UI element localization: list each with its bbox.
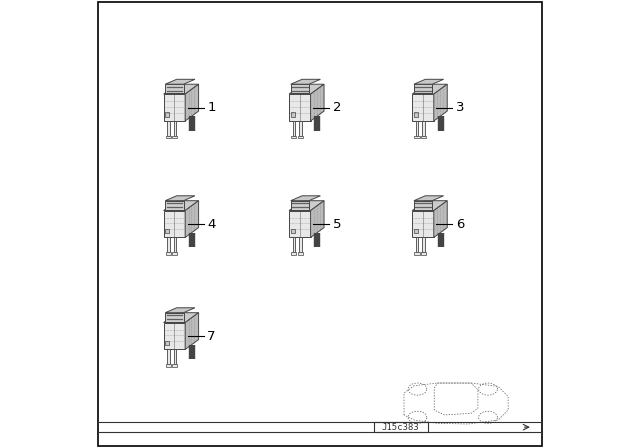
Polygon shape	[185, 313, 198, 349]
Polygon shape	[414, 196, 444, 201]
Bar	[164, 94, 185, 121]
Bar	[289, 211, 310, 237]
Bar	[298, 252, 303, 255]
Bar	[172, 136, 177, 138]
Polygon shape	[185, 84, 198, 121]
Bar	[412, 94, 434, 121]
Polygon shape	[412, 201, 447, 211]
Bar	[415, 252, 420, 255]
Bar	[165, 84, 184, 93]
Bar	[166, 364, 171, 367]
Bar	[172, 364, 177, 367]
Bar	[422, 237, 425, 252]
Text: J15c383: J15c383	[382, 422, 419, 432]
Bar	[414, 112, 418, 117]
Polygon shape	[310, 84, 324, 121]
Bar	[421, 136, 426, 138]
Bar	[166, 252, 171, 255]
Bar	[292, 121, 295, 136]
Bar	[166, 136, 171, 138]
Text: 4: 4	[207, 217, 216, 231]
Polygon shape	[185, 201, 198, 237]
Polygon shape	[414, 79, 444, 84]
Polygon shape	[291, 79, 321, 84]
Bar	[422, 121, 425, 136]
Polygon shape	[434, 201, 447, 237]
Bar	[167, 121, 170, 136]
Bar	[291, 228, 294, 233]
Bar	[291, 136, 296, 138]
Polygon shape	[434, 84, 447, 121]
Text: 1: 1	[207, 101, 216, 114]
Bar	[415, 136, 420, 138]
Polygon shape	[164, 84, 198, 94]
Text: 2: 2	[333, 101, 341, 114]
Bar	[173, 121, 176, 136]
Bar	[414, 201, 432, 210]
Bar	[421, 252, 426, 255]
Bar	[416, 121, 419, 136]
Text: 7: 7	[207, 329, 216, 343]
Bar	[298, 136, 303, 138]
Polygon shape	[165, 308, 195, 313]
Bar	[167, 237, 170, 252]
Polygon shape	[310, 201, 324, 237]
Bar	[165, 112, 169, 117]
Bar	[289, 94, 310, 121]
Bar	[412, 211, 434, 237]
Bar	[291, 201, 309, 210]
Text: 3: 3	[456, 101, 464, 114]
Bar	[414, 84, 432, 93]
Bar	[173, 237, 176, 252]
Polygon shape	[289, 84, 324, 94]
Polygon shape	[165, 196, 195, 201]
Bar	[165, 340, 169, 345]
Bar	[173, 349, 176, 364]
Bar	[292, 237, 295, 252]
Text: 6: 6	[456, 217, 464, 231]
Polygon shape	[289, 201, 324, 211]
Bar	[164, 323, 185, 349]
Bar	[164, 211, 185, 237]
Polygon shape	[412, 84, 447, 94]
Bar	[299, 121, 301, 136]
Bar	[291, 84, 309, 93]
Text: 5: 5	[333, 217, 341, 231]
Polygon shape	[291, 196, 321, 201]
Bar	[374, 422, 428, 432]
Bar	[165, 228, 169, 233]
Bar	[291, 112, 294, 117]
Bar	[165, 313, 184, 322]
Bar	[167, 349, 170, 364]
Bar	[172, 252, 177, 255]
Bar	[165, 201, 184, 210]
Bar	[416, 237, 419, 252]
Bar	[414, 228, 418, 233]
Bar	[291, 252, 296, 255]
Polygon shape	[165, 79, 195, 84]
Polygon shape	[164, 313, 198, 323]
Polygon shape	[164, 201, 198, 211]
Bar	[299, 237, 301, 252]
